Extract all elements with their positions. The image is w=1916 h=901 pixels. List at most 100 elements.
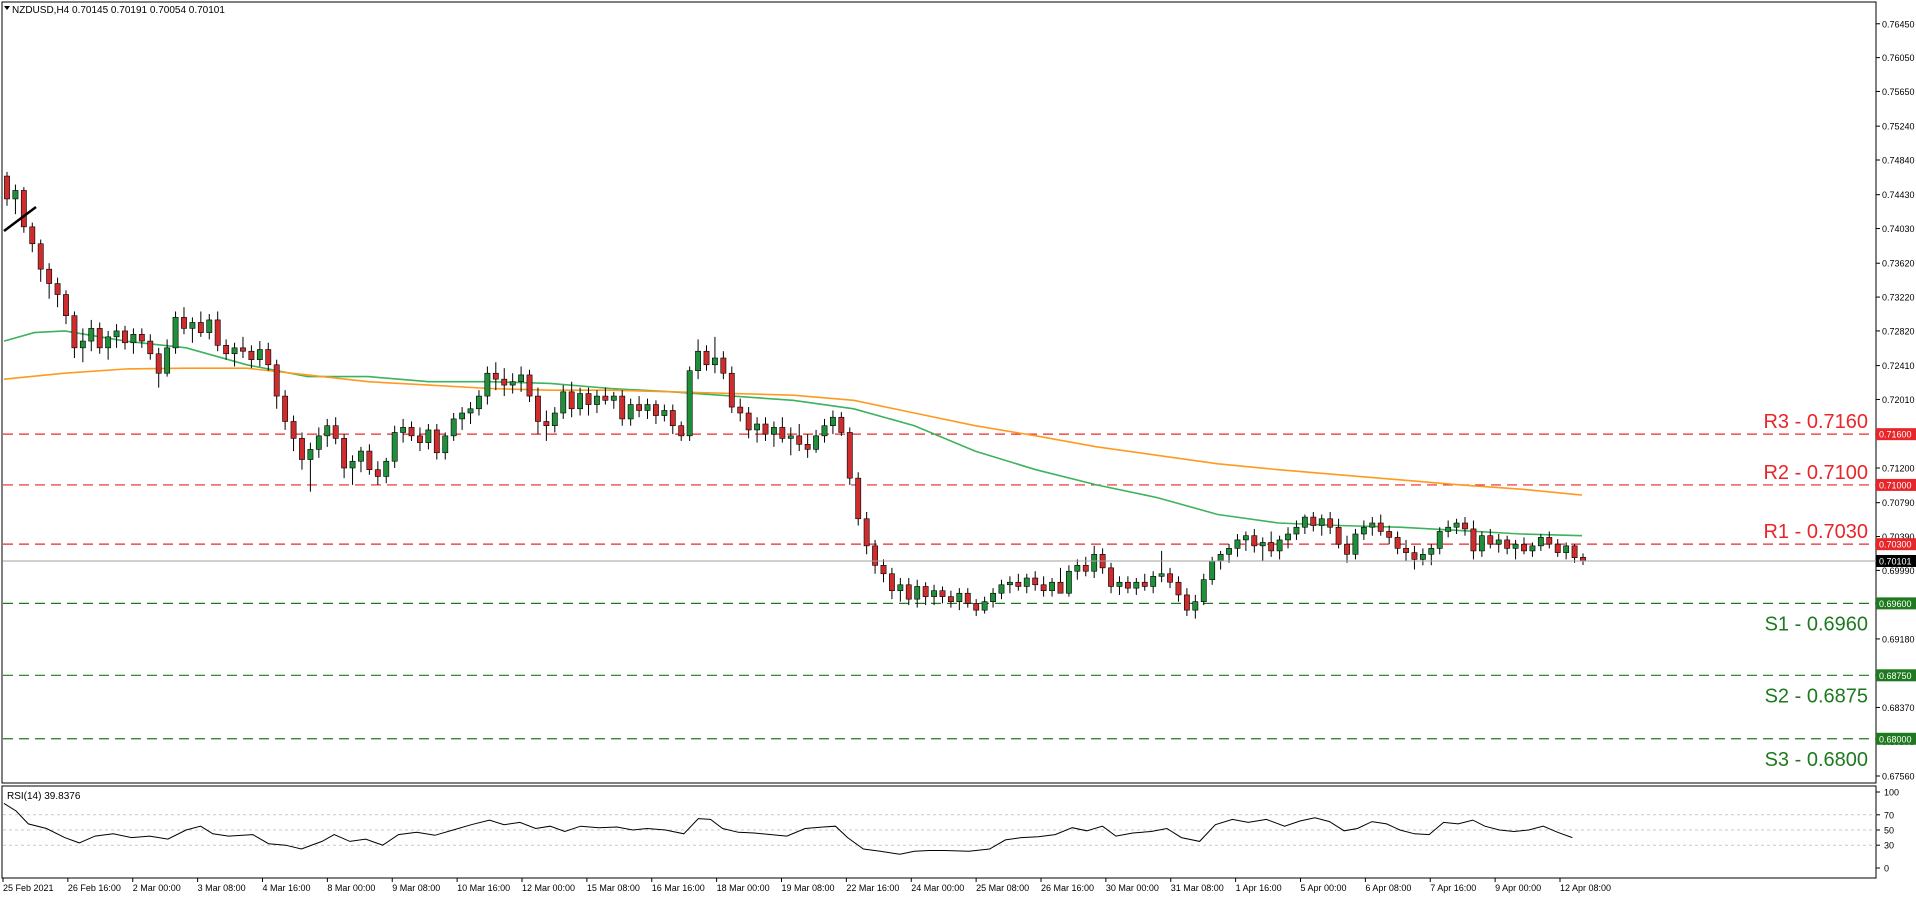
candle [518, 366, 525, 392]
candle [703, 345, 710, 371]
candle [804, 434, 811, 458]
candle-body [526, 374, 533, 397]
time-tick-label: 12 Apr 08:00 [1560, 883, 1611, 893]
candle [830, 410, 836, 435]
time-tick-label: 2 Mar 00:00 [133, 883, 181, 893]
candle-body [138, 334, 145, 342]
candle-body [96, 328, 103, 349]
candle-body [594, 395, 600, 405]
candle [1133, 578, 1140, 595]
candle-body [425, 429, 432, 443]
candle-body [838, 416, 845, 433]
candle [1091, 545, 1098, 578]
candle-body [939, 590, 946, 597]
candle-body [290, 421, 297, 439]
candle [214, 311, 221, 352]
level-price-tag-label: 0.68000 [1879, 734, 1912, 744]
candle [1369, 517, 1376, 536]
candle-body [1495, 539, 1502, 545]
candle-body [417, 435, 423, 443]
candle-body [1082, 565, 1089, 572]
candle-body [1394, 537, 1401, 549]
candle [981, 596, 988, 614]
candle-body [1116, 581, 1123, 587]
rsi-tick-label: 50 [1884, 826, 1894, 836]
candle [560, 385, 567, 419]
candle-body [686, 370, 693, 437]
price-tick-label: 0.67560 [1882, 772, 1915, 782]
candle-body [1529, 545, 1536, 552]
candle-body [914, 586, 921, 600]
trendline-tool[interactable] [3, 206, 37, 232]
candle [425, 424, 432, 450]
candle [1242, 531, 1249, 551]
candle-body [1276, 539, 1283, 552]
candle [1318, 514, 1325, 536]
candle [12, 184, 19, 215]
candle [172, 311, 179, 354]
candle [568, 381, 575, 418]
candle-body [661, 410, 668, 416]
candle-body [1377, 522, 1384, 532]
rsi-panel[interactable]: RSI(14) 39.8376 [1, 785, 1877, 879]
collapse-arrow-icon[interactable] [4, 6, 10, 10]
candle [1049, 578, 1055, 597]
candle-body [1580, 556, 1586, 562]
candle-body [880, 565, 887, 575]
candle [1234, 534, 1241, 557]
candle [998, 579, 1005, 600]
price-tick-label: 0.70390 [1882, 532, 1915, 542]
candle [855, 472, 862, 526]
candle-body [1360, 526, 1367, 535]
candle-body [1091, 554, 1098, 572]
candle [872, 539, 878, 574]
candle [551, 407, 558, 433]
candle [1259, 537, 1266, 562]
level-price-tag [1876, 669, 1916, 682]
candle [526, 369, 533, 402]
candle-body [1546, 537, 1553, 545]
candle-body [459, 412, 466, 420]
candle-body [256, 349, 263, 360]
candle-body [400, 427, 407, 433]
candle-body [1293, 526, 1300, 535]
candle [1116, 576, 1123, 595]
candle-body [1124, 581, 1131, 589]
candle-body [695, 350, 701, 371]
candle-body [155, 353, 162, 374]
candle [459, 407, 466, 430]
level-label: R3 - 0.7160 [1763, 411, 1868, 433]
candle [1554, 539, 1561, 557]
candle [1335, 518, 1342, 549]
candle [1344, 535, 1350, 563]
candle [358, 446, 364, 473]
candle [20, 187, 27, 233]
candle [71, 311, 78, 358]
candle-body [341, 438, 348, 469]
candle-body [669, 410, 676, 426]
candle [155, 347, 162, 388]
candle [282, 390, 289, 430]
candle-body [1108, 567, 1114, 587]
candle [1445, 520, 1452, 538]
candle [341, 434, 348, 479]
candle [1108, 562, 1114, 594]
candle-body [1352, 533, 1359, 555]
candle-body [796, 435, 803, 445]
candle [787, 427, 794, 456]
candle [669, 404, 676, 435]
level-price-tag [1876, 538, 1916, 551]
candle-body [981, 601, 988, 611]
candle [433, 424, 440, 460]
time-tick-label: 24 Mar 00:00 [911, 883, 964, 893]
candle [88, 319, 95, 352]
drawn-trendline[interactable] [3, 206, 37, 232]
candle-body [610, 395, 617, 401]
price-tick-label: 0.68370 [1882, 703, 1915, 713]
level-price-tag-label: 0.71600 [1879, 430, 1912, 440]
candle-body [433, 429, 440, 454]
price-panel[interactable]: R3 - 0.7160 R2 - 0.7100 R1 - 0.7030 S1 - 0.… [1, 1, 1877, 784]
level-price-tag [1876, 428, 1916, 441]
candle [880, 559, 887, 583]
